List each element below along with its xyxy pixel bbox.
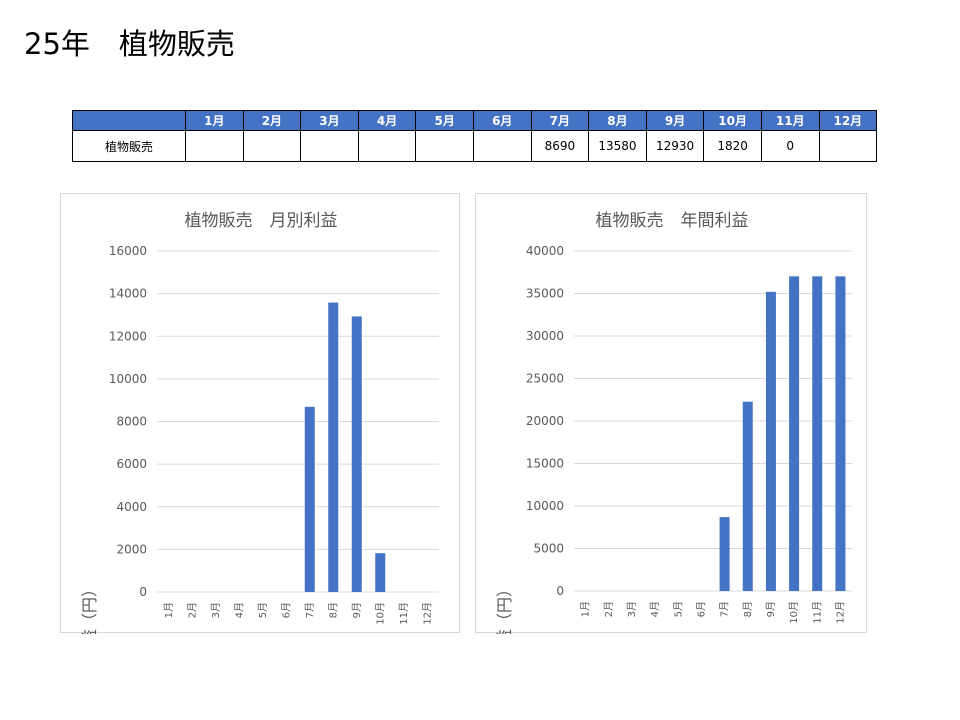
bar bbox=[351, 316, 362, 592]
bar bbox=[304, 406, 315, 592]
bar bbox=[719, 517, 730, 591]
y-tick-label: 0 bbox=[139, 585, 147, 599]
y-tick-label: 30000 bbox=[526, 329, 564, 343]
table-cell bbox=[242, 130, 302, 162]
x-tick-label: 5月 bbox=[257, 602, 269, 618]
y-tick-label: 40000 bbox=[526, 244, 564, 258]
y-tick-label: 15000 bbox=[526, 457, 564, 471]
y-tick-label: 5000 bbox=[533, 542, 564, 556]
x-tick-label: 9月 bbox=[765, 601, 777, 617]
x-tick-label: 4月 bbox=[233, 602, 245, 618]
table-header-month: 11月 bbox=[760, 110, 820, 131]
table-header-month: 1月 bbox=[185, 110, 244, 131]
y-tick-label: 12000 bbox=[109, 329, 147, 343]
x-tick-label: 9月 bbox=[351, 602, 363, 618]
bar bbox=[375, 553, 386, 592]
x-tick-label: 11月 bbox=[811, 601, 823, 624]
y-tick-label: 10000 bbox=[526, 499, 564, 513]
table-header-month: 5月 bbox=[415, 110, 474, 131]
table-header-row: 1月 2月 3月 4月 5月 6月 7月 8月 9月 10月 11月 12月 bbox=[72, 110, 878, 131]
sales-table: 1月 2月 3月 4月 5月 6月 7月 8月 9月 10月 11月 12月 植物販売 8690 135… bbox=[72, 110, 878, 162]
table-cell bbox=[300, 130, 359, 162]
x-tick-label: 1月 bbox=[163, 602, 175, 618]
table-header-month: 9月 bbox=[645, 110, 705, 131]
x-tick-label: 10月 bbox=[374, 602, 386, 625]
page-title: 25年 植物販売 bbox=[24, 27, 235, 61]
annual-profit-chart: 植物販売 年間利益 利益（円） 0 5000 10000 15000 20000 2500… bbox=[475, 193, 867, 634]
y-tick-label: 6000 bbox=[116, 457, 147, 471]
table-header-month: 12月 bbox=[818, 110, 878, 131]
x-tick-label: 6月 bbox=[280, 602, 292, 618]
x-tick-label: 4月 bbox=[649, 601, 661, 617]
chart-title: 植物販売 年間利益 bbox=[596, 211, 749, 231]
bar bbox=[835, 276, 846, 591]
table-cell bbox=[357, 130, 417, 162]
table-header-month: 8月 bbox=[588, 110, 647, 131]
y-tick-label: 35000 bbox=[526, 287, 564, 301]
x-tick-label: 8月 bbox=[327, 602, 339, 618]
x-tick-label: 2月 bbox=[186, 602, 198, 618]
monthly-profit-chart-svg: 植物販売 月別利益 利益（円） 0 2000 4000 6000 8000 10000 12… bbox=[80, 211, 439, 634]
x-tick-label: 7月 bbox=[719, 601, 731, 617]
table-header-corner bbox=[72, 110, 186, 131]
table-row-label: 植物販売 bbox=[72, 130, 186, 162]
bar bbox=[328, 302, 339, 592]
y-tick-label: 2000 bbox=[116, 542, 147, 556]
table-header-month: 2月 bbox=[242, 110, 302, 131]
table-cell: 13580 bbox=[588, 130, 647, 162]
x-tick-label: 12月 bbox=[421, 602, 433, 625]
x-tick-label: 3月 bbox=[210, 602, 222, 618]
y-tick-label: 8000 bbox=[116, 415, 147, 429]
table-header-month: 10月 bbox=[703, 110, 762, 131]
bar bbox=[742, 401, 753, 591]
y-axis-label: 利益（円） bbox=[80, 581, 99, 634]
bar bbox=[812, 276, 823, 591]
table-cell: 1820 bbox=[703, 130, 762, 162]
y-tick-label: 16000 bbox=[109, 244, 147, 258]
y-tick-label: 4000 bbox=[116, 500, 147, 514]
table-cell bbox=[818, 130, 878, 162]
y-tick-label: 10000 bbox=[109, 372, 147, 386]
x-tick-label: 10月 bbox=[788, 601, 800, 624]
x-tick-label: 8月 bbox=[742, 601, 754, 617]
table-cell bbox=[472, 130, 532, 162]
y-tick-label: 20000 bbox=[526, 414, 564, 428]
y-tick-label: 25000 bbox=[526, 372, 564, 386]
bar bbox=[789, 276, 800, 591]
y-tick-label: 14000 bbox=[109, 287, 147, 301]
table-cell: 8690 bbox=[530, 130, 590, 162]
table-header-month: 4月 bbox=[357, 110, 417, 131]
x-tick-label: 3月 bbox=[626, 601, 638, 617]
table-header-month: 3月 bbox=[300, 110, 359, 131]
y-axis-label: 利益（円） bbox=[495, 581, 514, 634]
x-tick-label: 2月 bbox=[603, 601, 615, 617]
table-header-month: 7月 bbox=[530, 110, 590, 131]
x-tick-label: 11月 bbox=[398, 602, 410, 625]
monthly-profit-chart: 植物販売 月別利益 利益（円） 0 2000 4000 6000 8000 10000 12… bbox=[60, 193, 460, 634]
chart-title: 植物販売 月別利益 bbox=[185, 211, 338, 231]
table-cell bbox=[415, 130, 474, 162]
x-tick-label: 5月 bbox=[672, 601, 684, 617]
table-cell bbox=[185, 130, 244, 162]
table-cell: 0 bbox=[760, 130, 820, 162]
x-tick-label: 1月 bbox=[580, 601, 592, 617]
x-tick-label: 6月 bbox=[695, 601, 707, 617]
annual-profit-chart-svg: 植物販売 年間利益 利益（円） 0 5000 10000 15000 20000 2500… bbox=[495, 211, 852, 634]
table-row: 植物販売 8690 13580 12930 1820 0 bbox=[72, 130, 878, 162]
y-tick-label: 0 bbox=[556, 584, 564, 598]
x-tick-label: 7月 bbox=[304, 602, 316, 618]
table-cell: 12930 bbox=[645, 130, 705, 162]
x-tick-label: 12月 bbox=[834, 601, 846, 624]
table-header-month: 6月 bbox=[472, 110, 532, 131]
bar bbox=[765, 291, 776, 591]
